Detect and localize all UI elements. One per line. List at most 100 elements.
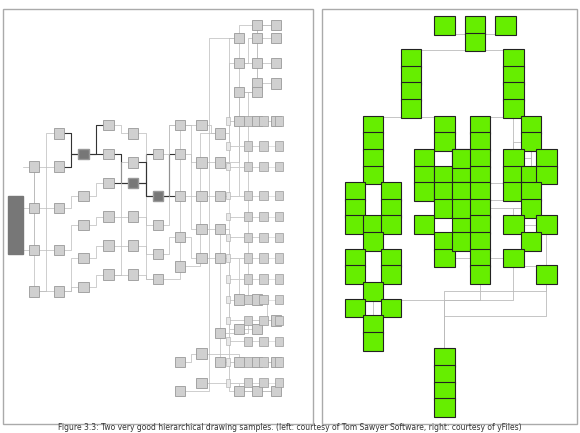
FancyBboxPatch shape <box>197 157 206 168</box>
FancyBboxPatch shape <box>521 132 541 151</box>
FancyBboxPatch shape <box>259 141 268 151</box>
FancyBboxPatch shape <box>234 386 244 396</box>
FancyBboxPatch shape <box>215 328 225 338</box>
FancyBboxPatch shape <box>234 32 244 43</box>
FancyBboxPatch shape <box>226 358 230 366</box>
FancyBboxPatch shape <box>197 191 206 201</box>
FancyBboxPatch shape <box>252 32 263 43</box>
FancyBboxPatch shape <box>345 182 365 201</box>
FancyBboxPatch shape <box>434 232 455 251</box>
FancyBboxPatch shape <box>78 191 89 201</box>
FancyBboxPatch shape <box>259 336 268 346</box>
FancyBboxPatch shape <box>153 220 163 230</box>
FancyBboxPatch shape <box>234 87 244 97</box>
FancyBboxPatch shape <box>452 149 473 168</box>
FancyBboxPatch shape <box>226 379 230 387</box>
FancyBboxPatch shape <box>252 357 263 367</box>
FancyBboxPatch shape <box>244 116 252 126</box>
FancyBboxPatch shape <box>434 165 455 184</box>
FancyBboxPatch shape <box>434 249 455 268</box>
FancyBboxPatch shape <box>503 149 524 168</box>
FancyBboxPatch shape <box>470 265 490 284</box>
FancyBboxPatch shape <box>197 224 206 234</box>
FancyBboxPatch shape <box>234 323 244 334</box>
FancyBboxPatch shape <box>275 141 284 151</box>
FancyBboxPatch shape <box>345 199 365 217</box>
FancyBboxPatch shape <box>380 216 401 234</box>
FancyBboxPatch shape <box>470 182 490 201</box>
FancyBboxPatch shape <box>53 286 64 297</box>
FancyBboxPatch shape <box>521 116 541 134</box>
FancyBboxPatch shape <box>234 58 244 68</box>
FancyBboxPatch shape <box>244 253 252 263</box>
FancyBboxPatch shape <box>470 165 490 184</box>
FancyBboxPatch shape <box>345 249 365 268</box>
FancyBboxPatch shape <box>380 199 401 217</box>
FancyBboxPatch shape <box>521 232 541 251</box>
FancyBboxPatch shape <box>197 378 206 388</box>
FancyBboxPatch shape <box>536 149 557 168</box>
FancyBboxPatch shape <box>259 162 268 171</box>
FancyBboxPatch shape <box>259 253 268 263</box>
FancyBboxPatch shape <box>252 87 263 97</box>
FancyBboxPatch shape <box>252 58 263 68</box>
FancyBboxPatch shape <box>244 233 252 242</box>
FancyBboxPatch shape <box>362 149 383 168</box>
FancyBboxPatch shape <box>434 365 455 384</box>
FancyBboxPatch shape <box>244 162 252 171</box>
FancyBboxPatch shape <box>226 142 230 149</box>
FancyBboxPatch shape <box>259 295 268 304</box>
FancyBboxPatch shape <box>234 116 244 126</box>
FancyBboxPatch shape <box>345 299 365 317</box>
FancyBboxPatch shape <box>175 120 185 130</box>
FancyBboxPatch shape <box>226 317 230 324</box>
FancyBboxPatch shape <box>536 165 557 184</box>
FancyBboxPatch shape <box>380 249 401 268</box>
FancyBboxPatch shape <box>271 357 281 367</box>
FancyBboxPatch shape <box>465 32 485 51</box>
FancyBboxPatch shape <box>275 378 284 388</box>
FancyBboxPatch shape <box>226 275 230 283</box>
FancyBboxPatch shape <box>53 128 64 139</box>
FancyBboxPatch shape <box>244 357 252 367</box>
FancyBboxPatch shape <box>234 357 244 367</box>
FancyBboxPatch shape <box>252 386 263 396</box>
FancyBboxPatch shape <box>401 99 422 118</box>
FancyBboxPatch shape <box>226 213 230 220</box>
FancyBboxPatch shape <box>197 349 206 359</box>
FancyBboxPatch shape <box>275 233 284 242</box>
FancyBboxPatch shape <box>215 191 225 201</box>
FancyBboxPatch shape <box>434 182 455 201</box>
FancyBboxPatch shape <box>434 398 455 417</box>
FancyBboxPatch shape <box>503 66 524 84</box>
FancyBboxPatch shape <box>414 182 434 201</box>
FancyBboxPatch shape <box>271 116 281 126</box>
FancyBboxPatch shape <box>103 120 114 130</box>
FancyBboxPatch shape <box>244 295 252 304</box>
FancyBboxPatch shape <box>275 357 284 367</box>
FancyBboxPatch shape <box>153 274 163 284</box>
FancyBboxPatch shape <box>175 261 185 271</box>
FancyBboxPatch shape <box>345 216 365 234</box>
FancyBboxPatch shape <box>271 32 281 43</box>
FancyBboxPatch shape <box>29 162 39 172</box>
FancyBboxPatch shape <box>103 269 114 280</box>
FancyBboxPatch shape <box>103 178 114 188</box>
FancyBboxPatch shape <box>244 274 252 284</box>
FancyBboxPatch shape <box>503 249 524 268</box>
FancyBboxPatch shape <box>175 386 185 396</box>
FancyBboxPatch shape <box>128 128 139 139</box>
FancyBboxPatch shape <box>252 20 263 30</box>
FancyBboxPatch shape <box>470 232 490 251</box>
FancyBboxPatch shape <box>434 382 455 401</box>
FancyBboxPatch shape <box>215 157 225 168</box>
FancyBboxPatch shape <box>380 265 401 284</box>
FancyBboxPatch shape <box>226 337 230 345</box>
FancyBboxPatch shape <box>259 378 268 388</box>
FancyBboxPatch shape <box>275 191 284 200</box>
FancyBboxPatch shape <box>362 282 383 301</box>
FancyBboxPatch shape <box>452 216 473 234</box>
FancyBboxPatch shape <box>275 253 284 263</box>
FancyBboxPatch shape <box>259 316 268 325</box>
FancyBboxPatch shape <box>259 357 268 367</box>
